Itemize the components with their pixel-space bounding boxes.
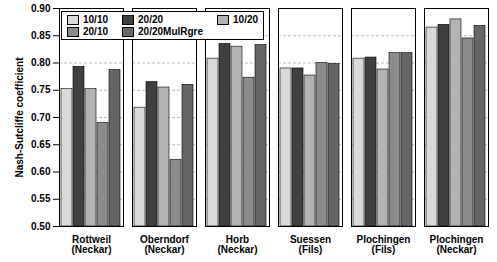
- html-text:20/20MulRgre: 20/20MulRgre: [138, 26, 204, 37]
- svg-text:Plochingen(Neckar): Plochingen(Neckar): [430, 234, 484, 255]
- svg-text:Nash-Sutcliffe coefficient: Nash-Sutcliffe coefficient: [14, 57, 25, 178]
- svg-text:0.75: 0.75: [31, 84, 51, 95]
- html-text:10/10: 10/10: [83, 14, 108, 25]
- svg-text:0.90: 0.90: [31, 3, 51, 14]
- svg-text:Horb(Neckar): Horb(Neckar): [217, 234, 257, 255]
- svg-text:0.80: 0.80: [31, 57, 51, 68]
- svg-text:0.70: 0.70: [31, 112, 51, 123]
- svg-text:Plochingen(Fils): Plochingen(Fils): [357, 234, 411, 255]
- svg-text:0.60: 0.60: [31, 166, 51, 177]
- html-text:20/10: 20/10: [83, 26, 108, 37]
- svg-text:Rottweil(Neckar): Rottweil(Neckar): [71, 234, 111, 255]
- svg-text:Suessen(Fils): Suessen(Fils): [290, 234, 331, 255]
- svg-text:0.65: 0.65: [31, 139, 51, 150]
- svg-text:0.85: 0.85: [31, 30, 51, 41]
- html-text:20/20: 20/20: [138, 14, 164, 25]
- svg-text:Oberndorf(Neckar): Oberndorf(Neckar): [140, 234, 190, 255]
- svg-text:0.55: 0.55: [31, 193, 51, 204]
- svg-text:0.50: 0.50: [31, 221, 51, 232]
- html-text:10/20: 10/20: [233, 14, 259, 25]
